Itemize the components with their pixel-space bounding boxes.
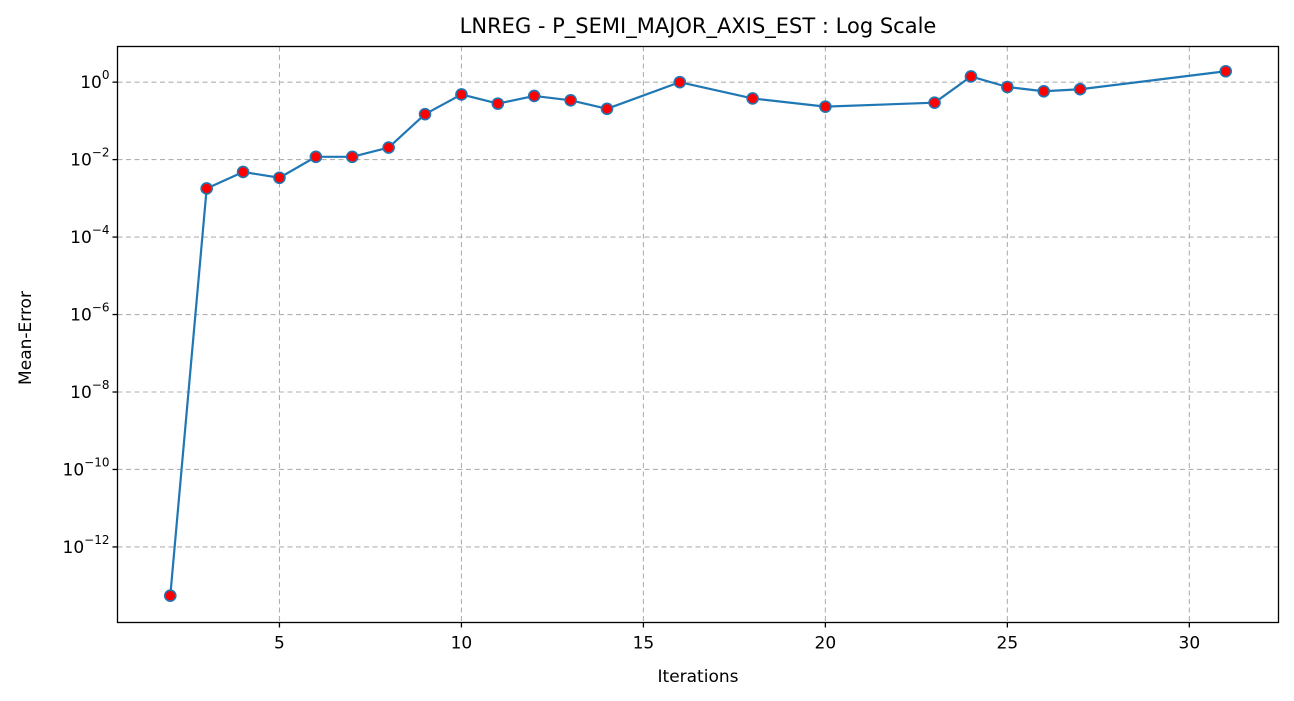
y-tick-label: 10−8 xyxy=(70,378,109,403)
x-tick-label: 10 xyxy=(451,634,473,654)
data-point xyxy=(491,97,505,110)
series-line xyxy=(169,70,1226,596)
data-point xyxy=(1001,80,1014,94)
x-tick-label: 30 xyxy=(1179,634,1201,654)
data-point xyxy=(382,141,395,154)
x-tick-label: 5 xyxy=(274,634,285,654)
data-point xyxy=(455,88,468,101)
y-tick-label: 10−12 xyxy=(63,533,110,558)
x-tick-label: 15 xyxy=(633,634,655,654)
data-point xyxy=(163,589,177,603)
data-point xyxy=(527,89,541,103)
plot-frame xyxy=(116,45,1280,624)
data-point xyxy=(273,171,286,185)
series-group xyxy=(163,64,1233,603)
y-tick-label: 10−6 xyxy=(70,301,109,326)
y-axis-ticks: 100 10−2 10−4 10−6 10−8 10−10 10−12 xyxy=(63,68,118,558)
data-point xyxy=(1219,64,1233,78)
data-point xyxy=(309,150,323,164)
data-point xyxy=(1073,82,1087,96)
y-tick-label: 100 xyxy=(80,68,109,93)
x-tick-label: 20 xyxy=(815,634,837,654)
x-tick-label: 25 xyxy=(997,634,1019,654)
data-point xyxy=(345,150,359,164)
data-point xyxy=(200,182,213,195)
data-point xyxy=(819,100,832,113)
data-point xyxy=(564,93,577,107)
data-point xyxy=(673,75,687,89)
data-point xyxy=(418,107,432,121)
y-tick-label: 10−10 xyxy=(63,455,110,480)
data-point xyxy=(964,70,978,83)
y-tick-label: 10−2 xyxy=(70,146,109,171)
data-point xyxy=(600,102,614,116)
chart-title: LNREG - P_SEMI_MAJOR_AXIS_EST : Log Scal… xyxy=(460,14,937,39)
x-axis-label: Iterations xyxy=(658,667,739,687)
y-axis-label: Mean-Error xyxy=(16,291,36,385)
data-point xyxy=(1037,84,1051,98)
grid-lines xyxy=(117,46,1279,623)
data-point xyxy=(928,96,941,109)
data-point xyxy=(746,92,759,105)
x-axis-ticks: 5 10 15 20 25 30 xyxy=(274,622,1201,654)
y-tick-label: 10−4 xyxy=(70,223,109,248)
data-point xyxy=(236,165,250,179)
